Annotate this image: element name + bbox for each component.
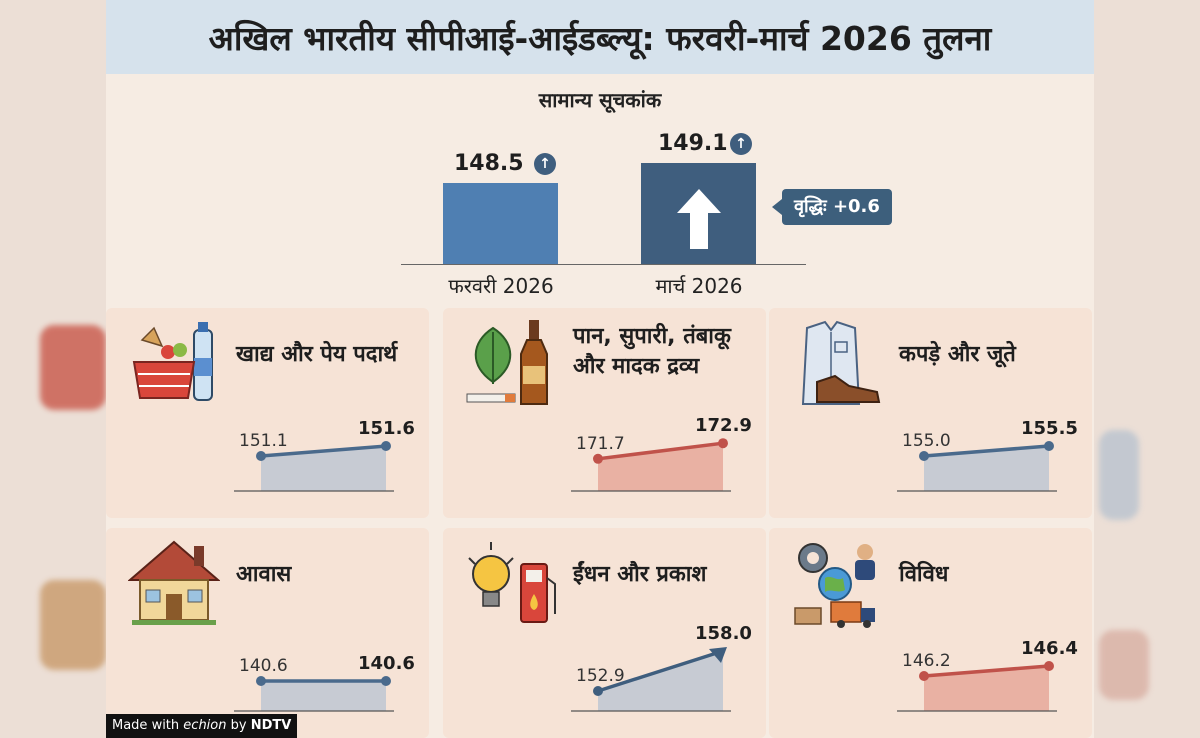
data-label: 140.6: [239, 656, 288, 676]
data-label: 146.2: [902, 651, 951, 671]
data-label: 151.6: [358, 418, 415, 439]
category-card-tobacco: 171.7 172.9 पान, सुपारी, तंबाकू और मादक द…: [443, 308, 766, 518]
data-point: [381, 676, 391, 686]
shirt-shoe-icon: [801, 320, 881, 405]
card-title: ईंधन और प्रकाश: [573, 562, 707, 587]
data-point: [381, 441, 391, 451]
card-title: और मादक द्रव्य: [573, 354, 700, 379]
series-area: [924, 666, 1049, 711]
x-tick-label: फरवरी 2026: [448, 274, 554, 298]
bar-value-march: 149.1: [658, 131, 728, 156]
watermark-by: by: [230, 718, 247, 733]
data-point: [593, 686, 603, 696]
data-point: [1044, 441, 1054, 451]
data-point: [919, 451, 929, 461]
tobacco-leaf-bottle-icon: [466, 320, 548, 405]
watermark-brand: echion: [183, 718, 227, 733]
mini-area-chart: 146.2 146.4: [897, 638, 1078, 712]
x-axis-line: [401, 264, 806, 265]
up-arrow-icon: ↑: [534, 153, 556, 175]
data-label: 155.5: [1021, 418, 1078, 439]
data-label: 171.7: [576, 434, 625, 454]
data-point: [256, 451, 266, 461]
up-arrow-icon: ↑: [730, 133, 752, 155]
data-label: 172.9: [695, 415, 752, 436]
background-right: [1094, 0, 1200, 738]
bar-february: [443, 183, 558, 264]
series-area: [924, 446, 1049, 491]
house-icon: [128, 540, 220, 625]
mini-area-chart: 171.7 172.9: [571, 415, 752, 492]
series-line: [597, 649, 724, 693]
background-left: [0, 0, 106, 738]
mini-area-chart: 152.9 158.0: [571, 623, 752, 712]
misc-services-icon: [794, 543, 875, 628]
data-label: 146.4: [1021, 638, 1078, 659]
increase-annotation: वृद्धिः +0.6: [772, 189, 892, 225]
data-point: [256, 676, 266, 686]
data-label: 155.0: [902, 431, 951, 451]
data-point: [919, 671, 929, 681]
watermark-made-with: Made with: [112, 718, 180, 733]
up-arrow-icon: [677, 189, 721, 249]
bar-value-february: 148.5: [454, 151, 524, 176]
title-bar: अखिल भारतीय सीपीआई-आईडब्ल्यू: फरवरी-मार्…: [106, 0, 1094, 74]
data-label: 151.1: [239, 431, 288, 451]
watermark-network: NDTV: [250, 718, 292, 733]
card-title: आवास: [236, 562, 292, 587]
card-title: कपड़े और जूते: [899, 342, 1016, 367]
x-tick-label: मार्च 2026: [655, 274, 743, 298]
category-card-miscellaneous: 146.2 146.4 विविध: [769, 528, 1092, 738]
card-title: खाद्य और पेय पदार्थ: [236, 342, 398, 367]
series-line: [260, 444, 387, 458]
card-title: पान, सुपारी, तंबाकू: [573, 324, 731, 349]
card-title: विविध: [899, 562, 949, 587]
mini-area-chart: 151.1 151.6: [234, 418, 415, 492]
infographic-panel: अखिल भारतीय सीपीआई-आईडब्ल्यू: फरवरी-मार्…: [106, 0, 1094, 738]
data-label: 152.9: [576, 666, 625, 686]
category-card-food: 151.1 151.6 खाद्य और पेय पदार्थ: [106, 308, 429, 518]
general-index-title: सामान्य सूचकांक: [538, 88, 662, 112]
category-card-clothing: 155.0 155.5 कपड़े और जूते: [769, 308, 1092, 518]
mini-area-chart: 140.6 140.6: [234, 653, 415, 712]
watermark: Made with echion by NDTV: [106, 714, 298, 738]
data-label: 140.6: [358, 653, 415, 674]
series-area: [598, 651, 723, 711]
bulb-fuel-pump-icon: [468, 542, 556, 623]
series-area: [261, 446, 386, 491]
data-point: [718, 438, 728, 449]
data-point: [1044, 661, 1054, 671]
series-area: [261, 681, 386, 711]
series-line: [923, 664, 1050, 678]
series-line: [923, 444, 1050, 458]
category-card-fuel: 152.9 158.0 ईंधन और प्रकाश: [443, 528, 766, 738]
series-line: [597, 441, 724, 461]
general-index-chart: 148.5 149.1 ↑ ↑ फरवरी 2026 मार्च 2026: [396, 118, 816, 303]
data-point: [593, 453, 603, 464]
data-label: 158.0: [695, 623, 752, 644]
grocery-basket-icon: [132, 322, 213, 401]
arrow-head: [709, 647, 727, 663]
page-title: अखिल भारतीय सीपीआई-आईडब्ल्यू: फरवरी-मार्…: [208, 18, 992, 58]
category-card-housing: 140.6 140.6 आवास: [106, 528, 429, 738]
mini-area-chart: 155.0 155.5: [897, 418, 1078, 492]
